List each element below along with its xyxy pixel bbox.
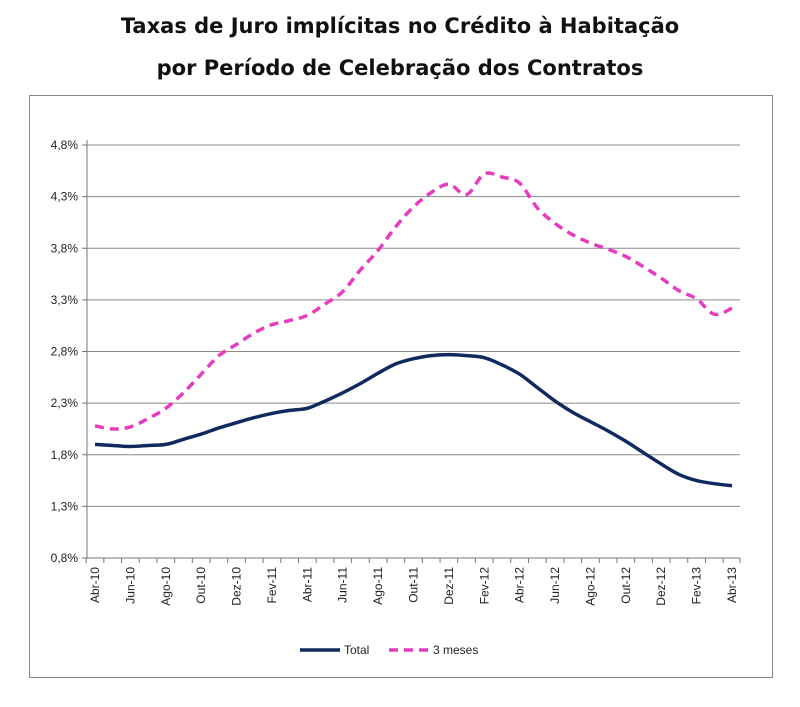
x-tick-label: Fev-11 xyxy=(265,567,279,604)
y-tick-label: 2,8% xyxy=(51,345,79,359)
y-tick-label: 0,8% xyxy=(51,551,79,565)
x-tick-label: Fev-12 xyxy=(477,567,491,605)
series-line-total xyxy=(94,352,733,488)
legend-label: 3 meses xyxy=(433,643,478,657)
x-tick-label: Abr-12 xyxy=(513,567,527,603)
x-tick-label: Jun-10 xyxy=(123,567,137,604)
legend-label: Total xyxy=(344,643,369,657)
y-tick-label: 4,3% xyxy=(51,190,79,204)
x-tick-label: Out-10 xyxy=(194,567,208,604)
x-tick-label: Dez-11 xyxy=(442,567,456,605)
series-lines xyxy=(94,171,733,488)
x-tick-label: Fev-13 xyxy=(690,567,704,605)
x-tick-label: Ago-11 xyxy=(371,567,385,605)
y-axis-ticks: 0,8% 1,3% 1,8% 2,3% 2,8% 3,3% 3,8% 4,3% 4,8% xyxy=(51,138,79,565)
x-tick-label: Out-12 xyxy=(619,567,633,604)
x-tick-label: Abr-13 xyxy=(725,567,739,603)
x-tick-label: Abr-10 xyxy=(88,567,102,603)
series-line-3-meses xyxy=(94,171,733,431)
x-tick-label: Jun-11 xyxy=(336,567,350,603)
chart-title: Taxas de Juro implícitas no Crédito à Ha… xyxy=(120,14,680,38)
y-tick-label: 3,8% xyxy=(51,241,79,255)
y-tick-label: 2,3% xyxy=(51,396,79,410)
y-tick-label: 1,3% xyxy=(51,499,79,513)
x-tick-label: Dez-12 xyxy=(654,567,668,606)
y-tick-label: 1,8% xyxy=(51,448,79,462)
chart-frame xyxy=(29,95,773,678)
x-tick-label: Jun-12 xyxy=(548,567,562,604)
x-tick-label: Ago-12 xyxy=(583,567,597,606)
x-tick-label: Out-11 xyxy=(407,567,421,603)
y-tick-label: 3,3% xyxy=(51,293,79,307)
x-tick-label: Ago-10 xyxy=(159,567,173,606)
x-tick-label: Abr-11 xyxy=(300,567,314,602)
legend: Total 3 meses xyxy=(300,643,478,657)
x-axis-ticks: Abr-10 Jun-10 Ago-10 Out-10 Dez-10 Fev-11 Abr-… xyxy=(88,567,739,606)
y-tick-label: 4,8% xyxy=(51,138,79,152)
x-tick-label: Dez-10 xyxy=(230,567,244,606)
chart-subtitle: por Período de Celebração dos Contratos xyxy=(156,56,644,80)
gridlines xyxy=(82,140,741,563)
